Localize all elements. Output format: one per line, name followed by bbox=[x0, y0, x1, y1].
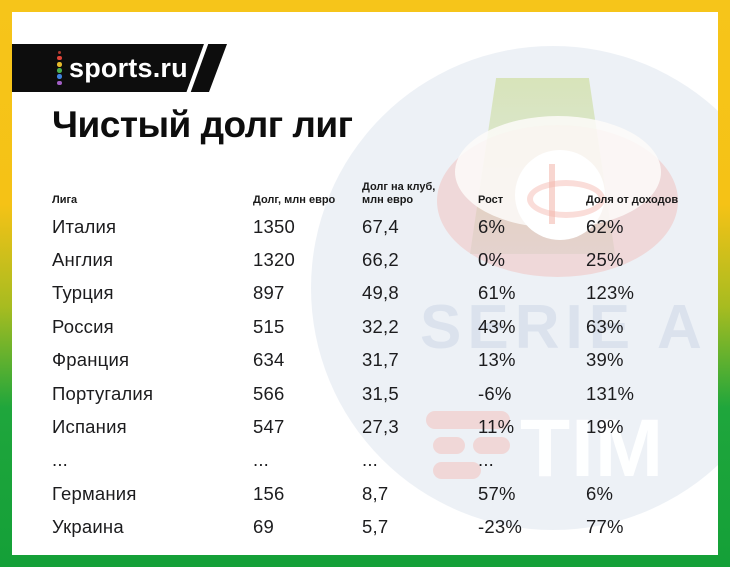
table-cell: 62% bbox=[586, 215, 624, 237]
table-head: Лига Долг, млн евро Долг на клуб, млн ев… bbox=[52, 175, 714, 210]
table-row: Украина 69 5,7 -23% 77% bbox=[52, 511, 714, 544]
table-cell: 123% bbox=[586, 282, 635, 304]
table-cell: 63% bbox=[586, 315, 624, 337]
table-cell: 8,7 bbox=[362, 482, 389, 504]
logo-wordmark: sports.ru bbox=[69, 52, 188, 83]
table-row: ............ bbox=[52, 444, 714, 477]
table-row: Англия 1320 66,2 0% 25% bbox=[52, 243, 714, 276]
table-cell: 1320 bbox=[253, 249, 295, 271]
table-cell: 0% bbox=[478, 249, 506, 271]
table-header-row: Лига Долг, млн евро Долг на клуб, млн ев… bbox=[52, 175, 714, 210]
table-cell: 13% bbox=[478, 349, 516, 371]
column-header-growth: Рост bbox=[478, 175, 586, 210]
table-cell: Италия bbox=[52, 215, 117, 237]
table-cell: 32,2 bbox=[362, 315, 399, 337]
table-cell: 19% bbox=[586, 416, 624, 438]
table-cell: 49,8 bbox=[362, 282, 399, 304]
logo-dot-icon bbox=[57, 74, 62, 79]
logo-dot-icon bbox=[58, 51, 61, 54]
column-header-revenue-share: Доля от доходов bbox=[586, 175, 714, 210]
table-cell: Португалия bbox=[52, 382, 154, 404]
logo-dots bbox=[57, 51, 62, 85]
table-row: Италия 1350 67,4 6% 62% bbox=[52, 210, 714, 243]
table-cell: Турция bbox=[52, 282, 114, 304]
infographic-card: SERIE A TIM sports.ru Чистый долг лиг Ли… bbox=[12, 12, 718, 555]
table-cell: 11% bbox=[478, 416, 515, 438]
table-cell: 6% bbox=[586, 482, 614, 504]
table-cell: Россия bbox=[52, 315, 114, 337]
table-cell: 515 bbox=[253, 315, 285, 337]
sportsru-logo: sports.ru bbox=[12, 44, 227, 92]
table-row: Испания 547 27,3 11% 19% bbox=[52, 410, 714, 443]
table-cell: 897 bbox=[253, 282, 285, 304]
logo-slash-icon bbox=[185, 40, 209, 98]
table-cell: 67,4 bbox=[362, 215, 399, 237]
table-cell: 57% bbox=[478, 482, 516, 504]
column-header-debt: Долг, млн евро bbox=[253, 175, 362, 210]
table-cell: 25% bbox=[586, 249, 624, 271]
table-cell: Англия bbox=[52, 249, 114, 271]
table-cell: 566 bbox=[253, 382, 285, 404]
table-cell: 1350 bbox=[253, 215, 295, 237]
table-cell: 31,5 bbox=[362, 382, 399, 404]
table-cell: ... bbox=[253, 449, 270, 471]
table-cell: 39% bbox=[586, 349, 624, 371]
table-body: Италия 1350 67,4 6% 62% Англия 1320 66,2 0% 25% Ту… bbox=[52, 210, 714, 544]
table-row: Германия 156 8,7 57% 6% bbox=[52, 477, 714, 510]
table-cell: 547 bbox=[253, 416, 285, 438]
table-cell: 131% bbox=[586, 382, 635, 404]
column-header-label: Рост bbox=[478, 193, 504, 206]
table-cell: 27,3 bbox=[362, 416, 399, 438]
column-header-debt-per-club: Долг на клуб, млн евро bbox=[362, 175, 478, 210]
table-cell: 6% bbox=[478, 215, 506, 237]
column-header-label: Долг на клуб, млн евро bbox=[362, 180, 436, 206]
table-cell: Франция bbox=[52, 349, 130, 371]
table-cell: 31,7 bbox=[362, 349, 399, 371]
table-row: Португалия 566 31,5 -6% 131% bbox=[52, 377, 714, 410]
column-header-label: Доля от доходов bbox=[586, 193, 679, 206]
table-cell: 5,7 bbox=[362, 516, 389, 538]
table-row: Россия 515 32,2 43% 63% bbox=[52, 310, 714, 343]
table-cell: 61% bbox=[478, 282, 516, 304]
table-row: Турция 897 49,8 61% 123% bbox=[52, 277, 714, 310]
table-cell: -6% bbox=[478, 382, 512, 404]
table-cell: ... bbox=[478, 449, 495, 471]
page-title: Чистый долг лиг bbox=[52, 104, 353, 145]
table-cell: Испания bbox=[52, 416, 127, 438]
table-cell: Германия bbox=[52, 482, 137, 504]
table-row: Франция 634 31,7 13% 39% bbox=[52, 344, 714, 377]
logo-dot-icon bbox=[57, 68, 62, 73]
table-cell: 43% bbox=[478, 315, 516, 337]
column-header-label: Долг, млн евро bbox=[253, 193, 336, 206]
table-cell: -23% bbox=[478, 516, 522, 538]
table-cell: 77% bbox=[586, 516, 624, 538]
table-cell: Украина bbox=[52, 516, 124, 538]
table-cell: ... bbox=[362, 449, 379, 471]
debt-table: Лига Долг, млн евро Долг на клуб, млн ев… bbox=[52, 175, 714, 544]
table-cell bbox=[586, 444, 714, 477]
table-cell: 634 bbox=[253, 349, 285, 371]
logo-dot-icon bbox=[57, 56, 62, 61]
table-cell: 69 bbox=[253, 516, 274, 538]
table-cell: ... bbox=[52, 449, 69, 471]
logo-dot-icon bbox=[57, 62, 62, 67]
table-cell: 66,2 bbox=[362, 249, 399, 271]
logo-dot-icon bbox=[57, 81, 62, 86]
column-header-label: Лига bbox=[52, 193, 78, 206]
table-cell: 156 bbox=[253, 482, 285, 504]
column-header-league: Лига bbox=[52, 175, 253, 210]
